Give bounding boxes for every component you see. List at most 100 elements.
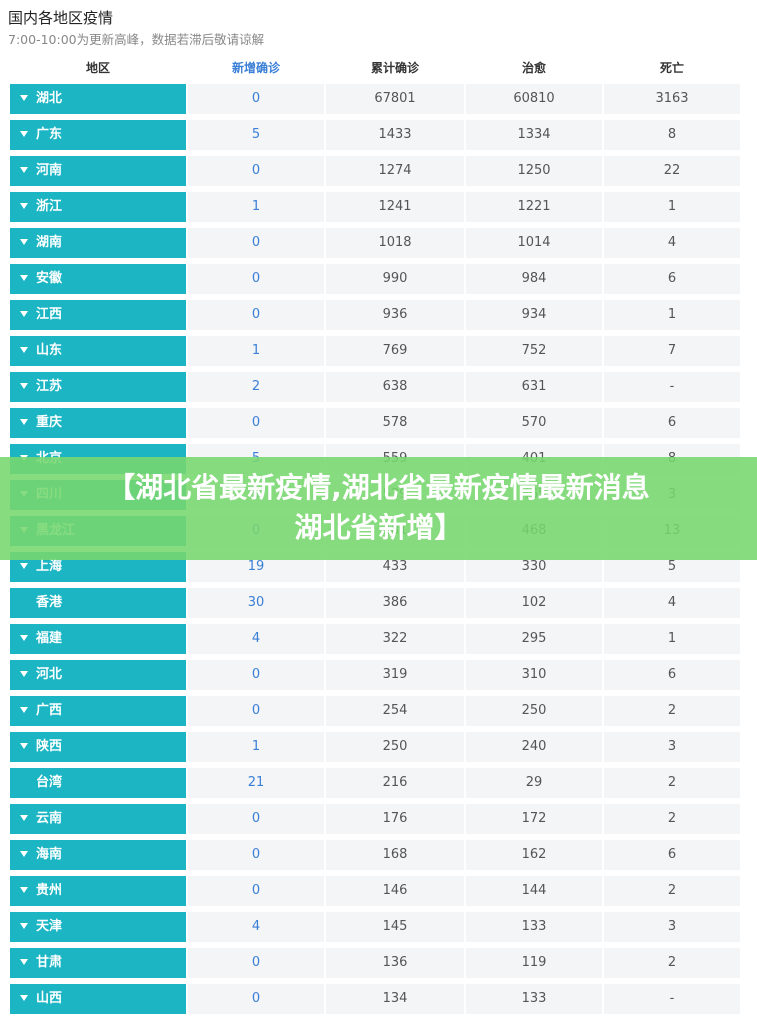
data-cell: 2 [188,372,324,402]
data-cell: 2 [604,768,740,798]
region-name: 湖南 [36,235,63,250]
expand-arrow[interactable] [20,706,28,713]
data-cell: 0 [188,84,324,114]
region-cell[interactable]: 江苏 [10,372,186,402]
expand-arrow[interactable] [20,418,28,425]
data-cell: 144 [466,876,602,906]
region-cell[interactable]: 海南 [10,840,186,870]
region-cell[interactable]: 江西 [10,300,186,330]
column-header: 死亡 [659,61,684,75]
data-cell: 172 [466,804,602,834]
data-cell: 1 [188,732,324,762]
data-cell: 250 [466,696,602,726]
data-cell: 254 [326,696,464,726]
expand-arrow[interactable] [20,94,28,101]
region-cell: 台湾 [10,768,186,798]
data-cell: 136 [326,948,464,978]
region-cell[interactable]: 甘肃 [10,948,186,978]
region-cell[interactable]: 贵州 [10,876,186,906]
data-cell: 60810 [466,84,602,114]
data-cell: 67801 [326,84,464,114]
region-cell[interactable]: 山西 [10,984,186,1014]
expand-arrow[interactable] [20,814,28,821]
column-header: 新增确诊 [231,61,280,75]
expand-arrow[interactable] [20,634,28,641]
data-cell: 0 [188,804,324,834]
data-cell: 2 [604,948,740,978]
region-name: 山西 [36,991,63,1006]
data-cell: 990 [326,264,464,294]
data-cell: 145 [326,912,464,942]
expand-arrow[interactable] [20,922,28,929]
region-cell[interactable]: 广西 [10,696,186,726]
data-cell: 3 [604,732,740,762]
data-cell: 0 [188,300,324,330]
region-cell[interactable]: 河南 [10,156,186,186]
expand-arrow[interactable] [20,994,28,1001]
region-cell[interactable]: 云南 [10,804,186,834]
expand-arrow[interactable] [20,238,28,245]
data-cell: 2 [604,696,740,726]
region-name: 广东 [36,127,63,142]
region-name: 重庆 [36,415,63,430]
data-cell: 4 [604,228,740,258]
expand-arrow[interactable] [20,382,28,389]
region-cell[interactable]: 重庆 [10,408,186,438]
region-cell[interactable]: 天津 [10,912,186,942]
banner-line: 【湖北省最新疫情,湖北省最新疫情最新消息 [107,471,650,504]
region-name: 湖北 [36,91,63,106]
region-name: 安徽 [36,271,63,286]
data-cell: - [604,372,740,402]
region-cell[interactable]: 河北 [10,660,186,690]
expand-arrow[interactable] [20,958,28,965]
data-cell: 6 [604,408,740,438]
region-name: 江苏 [36,379,63,394]
data-cell: 29 [466,768,602,798]
region-cell[interactable]: 山东 [10,336,186,366]
data-cell: 0 [188,696,324,726]
expand-arrow[interactable] [20,886,28,893]
data-cell: 934 [466,300,602,330]
region-name: 广西 [36,703,63,718]
data-cell: 752 [466,336,602,366]
region-cell[interactable]: 安徽 [10,264,186,294]
data-cell: 0 [188,948,324,978]
expand-arrow[interactable] [20,310,28,317]
data-cell: 2 [604,804,740,834]
data-cell: 133 [466,912,602,942]
expand-arrow[interactable] [20,202,28,209]
region-cell[interactable]: 湖南 [10,228,186,258]
region-cell: 香港 [10,588,186,618]
expand-arrow[interactable] [20,742,28,749]
region-name: 云南 [36,811,63,826]
data-cell: 769 [326,336,464,366]
region-name: 河北 [36,667,63,682]
data-cell: 0 [188,264,324,294]
region-cell[interactable]: 福建 [10,624,186,654]
expand-arrow[interactable] [20,274,28,281]
data-cell: 0 [188,876,324,906]
data-cell: 0 [188,228,324,258]
data-cell: 3 [604,912,740,942]
region-cell[interactable]: 广东 [10,120,186,150]
subtitle: 7:00-10:00为更新高峰，数据若滞后敬请谅解 [8,32,265,47]
region-cell[interactable]: 浙江 [10,192,186,222]
data-cell: 1 [188,336,324,366]
region-cell[interactable]: 陕西 [10,732,186,762]
data-cell: 21 [188,768,324,798]
data-cell: 0 [188,660,324,690]
region-cell[interactable]: 湖北 [10,84,186,114]
data-cell: 1 [604,192,740,222]
expand-arrow[interactable] [20,850,28,857]
expand-arrow[interactable] [20,562,28,569]
data-cell: 102 [466,588,602,618]
expand-arrow[interactable] [20,130,28,137]
data-cell: 162 [466,840,602,870]
expand-arrow[interactable] [20,670,28,677]
data-cell: 1014 [466,228,602,258]
data-cell: 638 [326,372,464,402]
expand-arrow[interactable] [20,166,28,173]
region-name: 台湾 [36,775,63,790]
data-cell: 146 [326,876,464,906]
expand-arrow[interactable] [20,346,28,353]
